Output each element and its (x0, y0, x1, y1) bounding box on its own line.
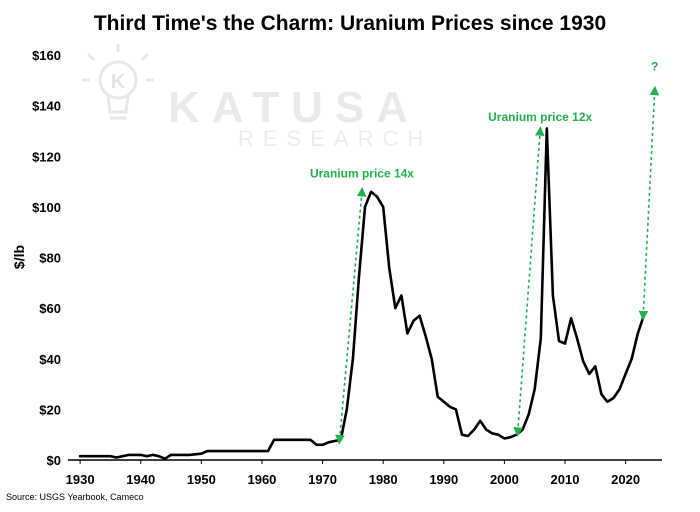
x-tick-label: 1970 (308, 472, 337, 487)
annotations: Uranium price 14x Uranium price 12x? (310, 59, 660, 445)
annotation-label: Uranium price 12x (488, 110, 592, 124)
x-tick-label: 1990 (429, 472, 458, 487)
y-tick-label: $60 (39, 301, 61, 316)
x-tick-label: 1980 (369, 472, 398, 487)
x-tick-label: 1930 (66, 472, 95, 487)
watermark: K KATUSA RESEARCH (82, 44, 432, 151)
watermark-sub: RESEARCH (238, 126, 432, 151)
y-tick-label: $140 (32, 99, 61, 114)
watermark-logo-letter: K (111, 71, 126, 93)
y-axis-label: $/lb (11, 245, 27, 269)
x-tick-label: 1960 (247, 472, 276, 487)
lightbulb-icon (82, 44, 154, 120)
y-tick-label: $20 (39, 402, 61, 417)
annotation-label: ? (651, 59, 658, 73)
y-tick-label: $40 (39, 352, 61, 367)
x-tick-label: 1950 (187, 472, 216, 487)
series-layer (78, 127, 646, 461)
y-axis-ticks: $0 $20 $40 $60 $80 $100 $120 $140 $160 (32, 48, 61, 468)
annotation-arrow (513, 126, 545, 437)
y-tick-label: $0 (47, 453, 61, 468)
y-tick-label: $160 (32, 48, 61, 63)
price-series-line (78, 127, 646, 461)
annotation-arrow (638, 85, 660, 321)
y-tick-label: $120 (32, 149, 61, 164)
x-axis-ticks: 1930 1940 1950 1960 1970 1980 1990 2000 2010 2020 (66, 460, 640, 487)
source-note: Source: USGS Yearbook, Cameco (6, 492, 144, 502)
x-tick-label: 2010 (551, 472, 580, 487)
y-tick-label: $100 (32, 200, 61, 215)
annotation-arrow (335, 186, 367, 445)
chart-title: Third Time's the Charm: Uranium Prices s… (94, 12, 606, 35)
x-tick-label: 2020 (611, 472, 640, 487)
x-tick-label: 1940 (126, 472, 155, 487)
annotation-label: Uranium price 14x (310, 167, 414, 181)
y-tick-label: $80 (39, 251, 61, 266)
watermark-brand: KATUSA (168, 83, 420, 132)
x-tick-label: 2000 (490, 472, 519, 487)
